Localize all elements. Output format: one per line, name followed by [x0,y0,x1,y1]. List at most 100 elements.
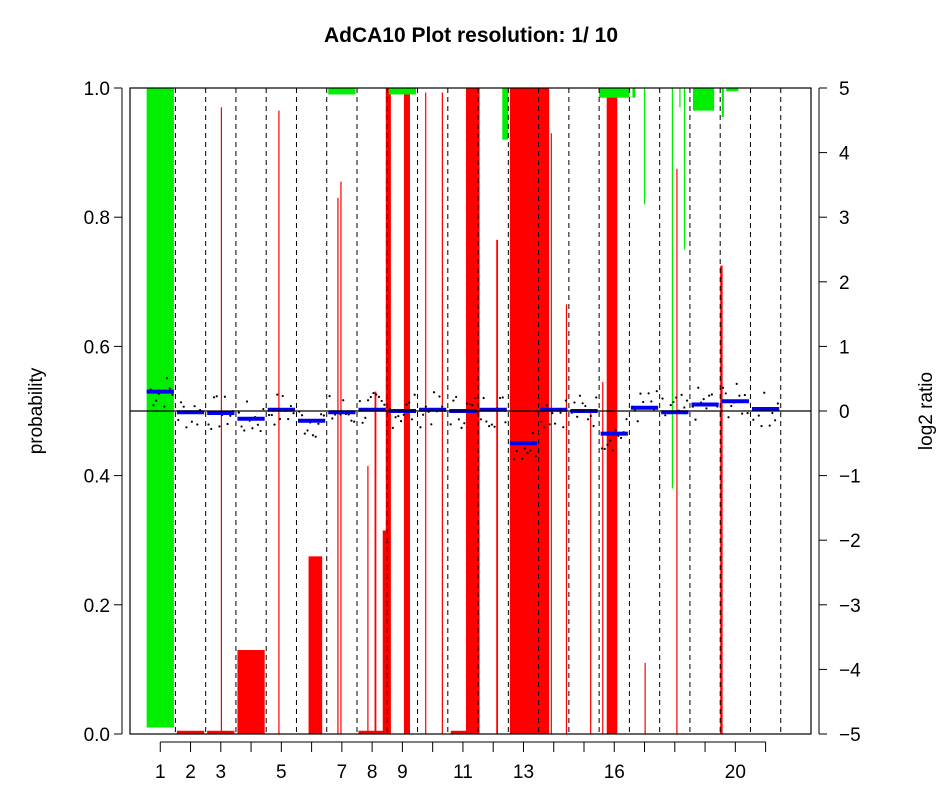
ratio-point [394,416,397,419]
ratio-point [391,426,394,430]
ratio-point [182,405,185,408]
ratio-point [515,450,518,453]
ratio-point [366,399,370,402]
ratio-point [163,405,166,408]
ratio-point [669,403,672,407]
ratio-point [380,399,383,403]
ratio-point [584,404,587,408]
ratio-point [600,447,604,450]
ratio-point [251,427,254,430]
loss-bar [388,88,417,95]
x-tick-label: 9 [397,762,408,783]
gain-bar [358,730,386,734]
x-tick-label: 16 [604,762,625,783]
ratio-point [441,405,444,408]
ratio-point [743,393,746,397]
right-tick-label: 4 [839,144,850,165]
ratio-point [586,418,590,421]
ratio-point [465,402,469,405]
ratio-point [606,443,609,446]
gain-bar [382,530,388,734]
loss-bar [146,88,174,728]
right-y-axis: −5 −4 −3 −2 −1 0 1 2 3 4 5 [818,79,861,746]
ratio-point [752,418,755,421]
ratio-point [523,447,526,450]
x-tick-label: 2 [185,762,196,783]
gain-bar [308,556,323,734]
loss-bar [692,88,715,111]
ratio-point [576,415,579,418]
ratio-point [455,395,458,399]
ratio-point [559,411,562,414]
ratio-point [438,395,441,398]
ratio-point [287,417,290,421]
ratio-point [724,392,727,395]
ratio-point [350,419,353,422]
ratio-point [193,405,196,408]
ratio-point [526,451,529,454]
ratio-point [738,394,741,397]
ratio-point [771,411,774,415]
y-axis-label: probability [26,367,47,454]
ratio-point [551,412,554,415]
ratio-point [592,424,595,428]
right-tick-label: 5 [839,79,850,100]
ratio-point [721,386,725,389]
gain-bar [644,662,646,734]
ratio-point [531,431,535,435]
log2-segments [146,389,780,446]
ratio-point [259,429,262,433]
ratio-point [474,396,477,399]
ratio-point [603,447,606,451]
y2-axis-label: log2 ratio [916,372,937,450]
ratio-point [397,414,400,418]
ratio-point [694,418,697,421]
ratio-point [303,432,306,435]
ratio-point [292,412,295,415]
ratio-point [171,393,174,396]
ratio-point [177,418,180,422]
gain-bar [207,730,235,734]
ratio-point [471,404,474,407]
right-tick-label: −3 [839,596,861,617]
ratio-point [155,399,158,402]
ratio-point [289,404,292,408]
ratio-point [498,396,502,400]
loss-bar [502,88,509,140]
ratio-point [625,418,628,421]
gain-bar [278,110,280,735]
ratio-point [664,414,667,417]
ratio-point [650,400,653,403]
ratio-point [457,418,460,421]
ratio-point [614,428,617,432]
ratio-point [655,390,658,393]
ratio-point [311,434,315,437]
ratio-point [262,407,265,411]
ratio-point [165,377,169,380]
gain-bar [676,168,678,734]
ratio-point [639,392,642,395]
ratio-point [430,423,433,426]
ratio-point [245,400,249,403]
ratio-point [256,423,259,426]
ratio-point [342,399,345,402]
right-tick-label: −4 [839,660,861,681]
ratio-point [190,420,193,423]
ratio-point [278,417,282,421]
ratio-point [320,413,323,416]
left-tick-label: 0.6 [84,337,110,358]
ratio-point [768,424,771,427]
ratio-point [215,395,218,398]
ratio-point [501,396,504,399]
ratio-point [647,392,650,395]
ratio-point [488,425,491,428]
ratio-point [331,417,334,420]
ratio-point [179,401,183,404]
ratio-point [619,436,623,440]
left-y-axis: 0.0 0.2 0.4 0.6 0.8 1.0 [84,79,123,746]
ratio-point [267,413,271,417]
ratio-point [424,405,427,408]
gain-bar [720,265,723,734]
right-tick-label: 3 [839,208,850,229]
x-tick-label: 13 [513,762,534,783]
